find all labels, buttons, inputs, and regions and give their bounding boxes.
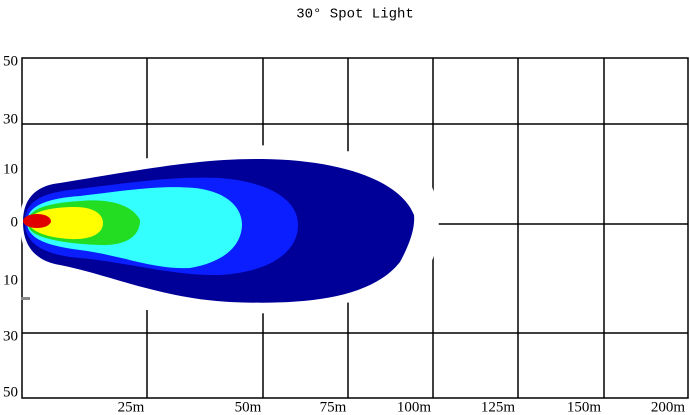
y-label: 10 — [3, 272, 18, 288]
x-label: 150m — [567, 399, 602, 415]
y-label: 0 — [11, 214, 19, 230]
x-label: 125m — [481, 399, 516, 415]
marker — [21, 297, 30, 300]
x-label: 75m — [320, 399, 347, 415]
y-label: 30 — [3, 328, 18, 344]
zone-6 — [23, 214, 51, 228]
zone-5 — [29, 207, 103, 240]
x-label: 100m — [397, 399, 432, 415]
y-label: 50 — [3, 384, 18, 400]
grid — [21, 57, 689, 399]
x-label: 25m — [118, 399, 145, 415]
title: 30° Spot Light — [296, 7, 414, 23]
y-label: 50 — [3, 53, 18, 69]
y-label: 10 — [3, 161, 18, 177]
x-label: 200m — [651, 399, 686, 415]
beam — [20, 145, 439, 315]
y-label: 30 — [3, 111, 18, 127]
x-label: 50m — [235, 399, 262, 415]
